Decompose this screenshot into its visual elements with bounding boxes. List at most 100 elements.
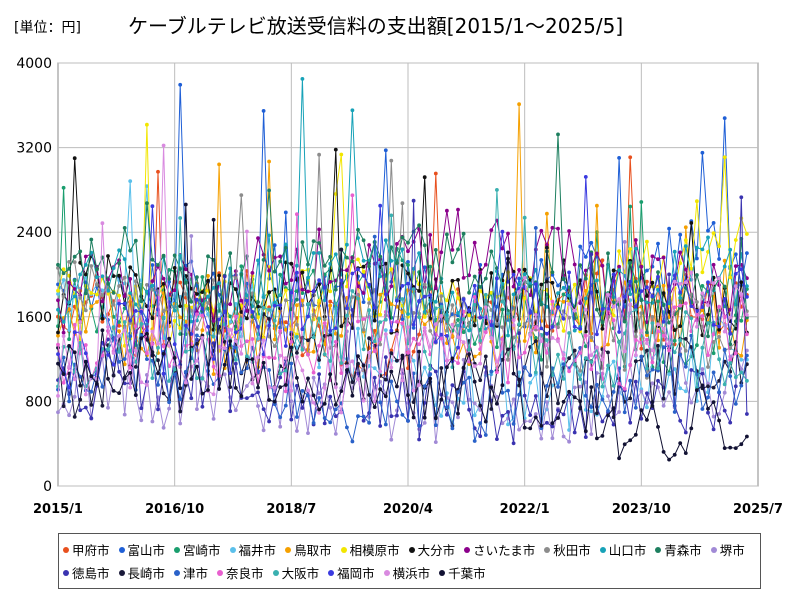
data-point (528, 419, 533, 424)
data-point (267, 317, 271, 321)
data-point (678, 441, 683, 445)
data-point (517, 331, 521, 336)
data-point (389, 379, 394, 384)
data-point (678, 261, 683, 266)
data-point (578, 329, 583, 334)
data-point (511, 441, 516, 446)
data-point (422, 294, 427, 299)
data-point (206, 301, 210, 305)
data-point (595, 332, 599, 337)
data-point (295, 297, 299, 302)
data-point (228, 385, 233, 389)
legend-label: 宮崎市 (183, 543, 221, 558)
data-point (539, 258, 544, 262)
data-point (111, 362, 116, 367)
data-point (183, 349, 188, 354)
data-point (650, 348, 655, 353)
data-point (500, 413, 505, 418)
data-point (650, 381, 655, 386)
data-point (139, 380, 144, 385)
data-point (172, 356, 177, 360)
data-point (383, 148, 388, 153)
data-point (650, 294, 655, 299)
data-point (100, 293, 105, 298)
data-point (233, 361, 238, 366)
data-point (506, 250, 510, 255)
data-point (272, 402, 277, 407)
data-point (439, 336, 444, 341)
data-point (433, 423, 438, 428)
data-point (706, 381, 710, 386)
data-point (206, 278, 210, 283)
data-point (333, 340, 338, 344)
data-point (500, 346, 505, 351)
data-point (483, 262, 488, 267)
data-point (739, 318, 744, 323)
data-point (450, 322, 455, 327)
data-point (567, 229, 571, 233)
data-point (83, 329, 88, 334)
data-point (72, 278, 77, 283)
data-point (72, 350, 77, 355)
data-point (306, 275, 310, 280)
data-point (506, 358, 510, 362)
data-point (661, 326, 666, 331)
data-point (256, 385, 260, 390)
data-point (706, 353, 710, 357)
legend-marker-icon (383, 569, 390, 576)
data-point (511, 272, 516, 277)
data-point (745, 332, 749, 337)
data-point (695, 324, 699, 329)
data-point (261, 295, 266, 299)
data-point (67, 300, 71, 305)
data-point (339, 334, 344, 338)
data-point (222, 362, 227, 367)
data-point (211, 417, 216, 421)
data-point (550, 280, 555, 285)
data-point (306, 338, 310, 343)
data-point (495, 401, 499, 406)
data-point (267, 385, 271, 390)
data-point (472, 354, 477, 359)
data-point (295, 303, 299, 308)
data-point (339, 278, 344, 283)
data-point (245, 339, 249, 344)
data-point (695, 300, 699, 304)
data-point (422, 243, 427, 248)
data-point (583, 175, 588, 179)
data-point (356, 326, 360, 331)
data-point (278, 371, 283, 376)
data-point (645, 300, 649, 305)
data-point (506, 286, 510, 290)
data-point (56, 333, 60, 338)
data-point (283, 368, 288, 373)
data-point (395, 332, 399, 337)
data-point (417, 342, 421, 347)
data-point (156, 407, 160, 412)
data-point (683, 267, 688, 272)
data-point (606, 413, 610, 418)
data-point (356, 296, 360, 301)
data-point (717, 345, 721, 350)
data-point (633, 304, 638, 309)
data-point (617, 340, 621, 345)
data-point (139, 299, 144, 304)
data-point (195, 312, 199, 317)
data-point (539, 423, 544, 428)
data-point (472, 274, 477, 279)
data-point (300, 240, 305, 245)
legend-label: 鳥取市 (294, 543, 332, 558)
data-point (633, 338, 638, 342)
data-point (689, 345, 694, 349)
data-point (178, 304, 183, 308)
data-point (633, 246, 638, 251)
data-point (128, 265, 133, 270)
data-point (283, 403, 288, 408)
data-point (522, 339, 527, 343)
data-point (445, 365, 449, 370)
data-point (456, 247, 460, 252)
data-point (506, 410, 510, 414)
data-point (372, 399, 377, 404)
data-point (689, 316, 694, 321)
